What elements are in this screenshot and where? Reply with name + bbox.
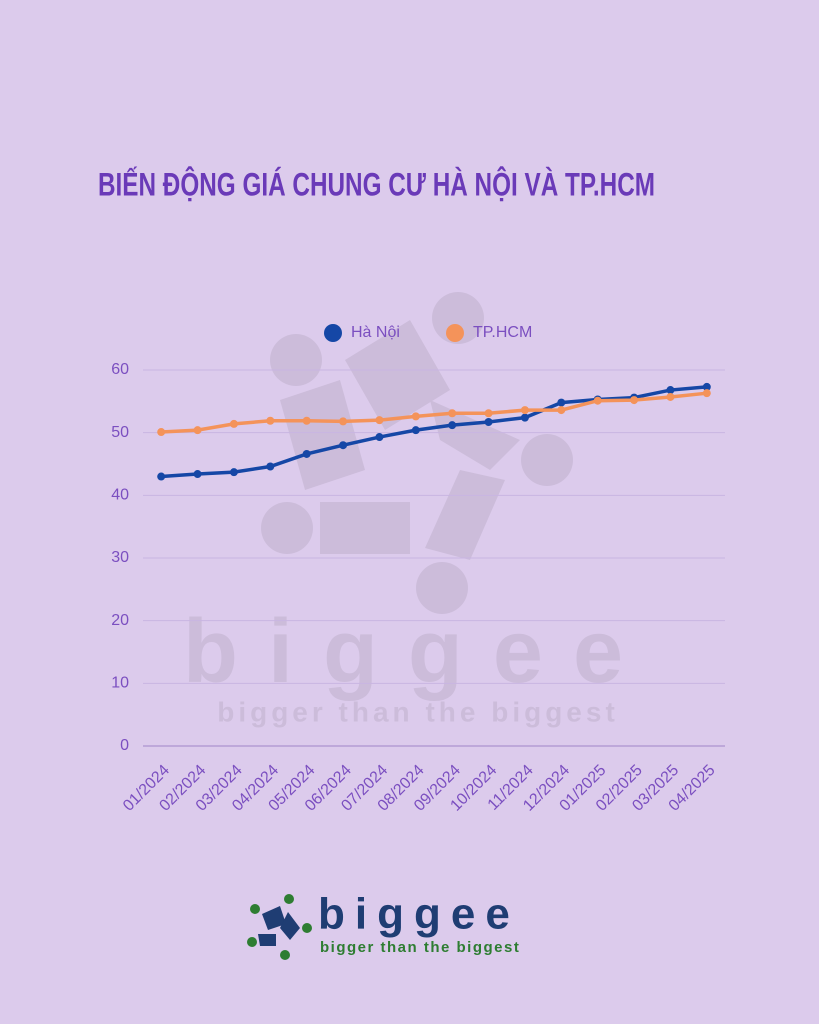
point [448, 409, 457, 418]
y-tick-label: 0 [120, 737, 129, 754]
point [484, 418, 493, 427]
point [193, 426, 202, 435]
point [157, 472, 166, 481]
point [339, 441, 348, 450]
point [157, 428, 166, 437]
point [266, 416, 275, 425]
chart-title: BIẾN ĐỘNG GIÁ CHUNG CƯ HÀ NỘI VÀ TP.HCM [98, 166, 655, 202]
point [484, 409, 493, 418]
y-tick-label: 50 [111, 424, 129, 441]
point [266, 462, 275, 471]
point [666, 386, 675, 395]
logo-tagline: bigger than the biggest [320, 939, 520, 956]
watermark: biggee bigger than the biggest [183, 292, 653, 727]
y-tick-label: 60 [111, 361, 129, 378]
series-line [161, 385, 707, 479]
point [630, 396, 639, 405]
point [229, 468, 238, 477]
point [411, 412, 420, 421]
plot: 010203040506001/202402/202403/202404/202… [111, 324, 725, 815]
y-tick-label: 10 [111, 675, 129, 692]
point [448, 421, 457, 430]
watermark-name: biggee [183, 602, 653, 702]
point [302, 449, 311, 458]
point [520, 413, 529, 422]
point [557, 398, 566, 407]
legend-marker [446, 324, 464, 342]
point [411, 426, 420, 435]
y-tick-label: 20 [111, 612, 129, 629]
point [375, 433, 384, 442]
legend-marker [324, 324, 342, 342]
point [520, 406, 529, 415]
y-tick-label: 40 [111, 487, 129, 504]
watermark-tagline: bigger than the biggest [217, 696, 619, 727]
point [339, 417, 348, 426]
point [702, 389, 711, 398]
logo: biggee bigger than the biggest [247, 890, 520, 960]
point [302, 416, 311, 425]
point [593, 396, 602, 405]
point [557, 406, 566, 415]
legend-label: TP.HCM [473, 324, 532, 341]
legend-label: Hà Nội [351, 324, 400, 341]
series-line [161, 391, 707, 434]
point [702, 382, 711, 391]
point [229, 419, 238, 428]
point [375, 416, 384, 425]
y-tick-label: 30 [111, 549, 129, 566]
point [666, 392, 675, 401]
point [193, 470, 202, 479]
logo-name: biggee [318, 890, 520, 939]
